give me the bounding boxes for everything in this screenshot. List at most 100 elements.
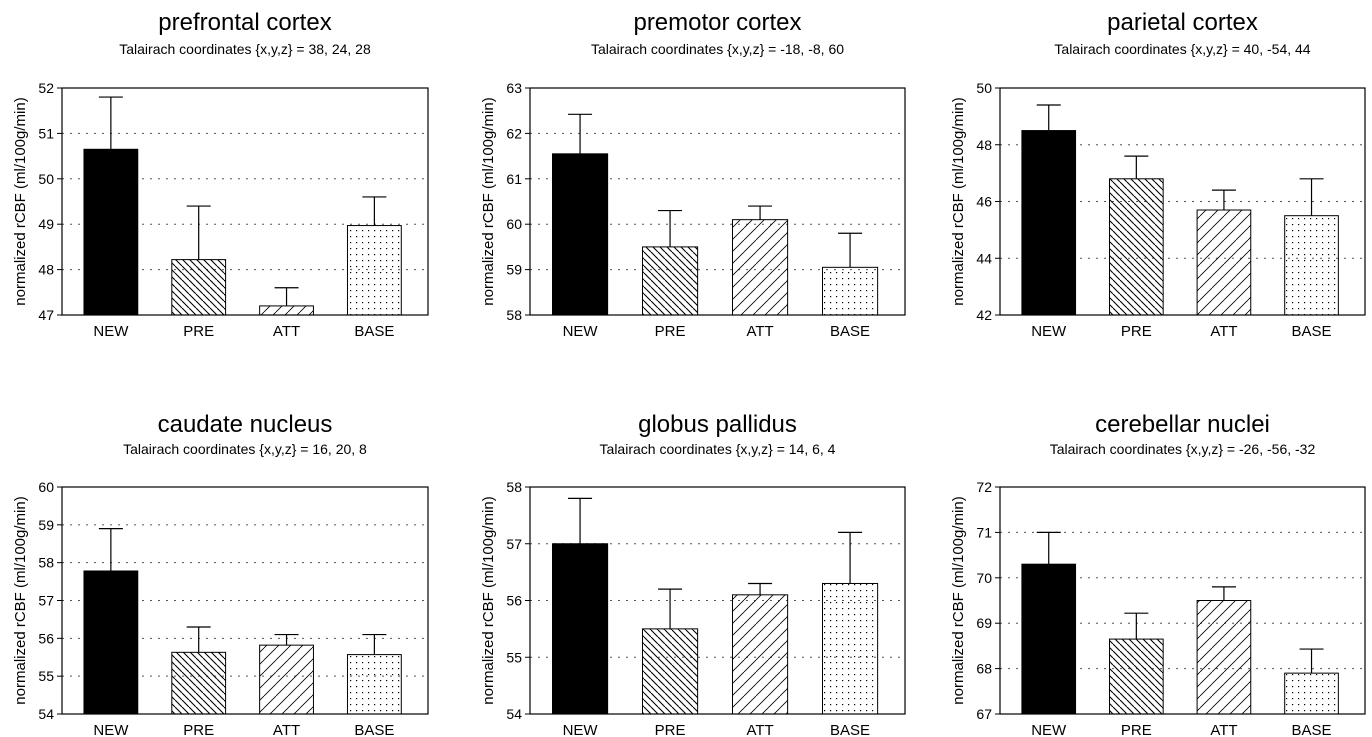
y-tick-label: 56 <box>38 630 54 646</box>
y-tick-label: 50 <box>38 171 54 187</box>
bar-pre <box>1109 178 1164 316</box>
category-label: PRE <box>183 323 214 340</box>
y-tick-label: 57 <box>506 536 522 552</box>
y-tick-label: 70 <box>976 570 992 586</box>
chart-subtitle: Talairach coordinates {x,y,z} = 16, 20, … <box>123 441 367 457</box>
chart-panel: globus pallidus Talairach coordinates {x,… <box>480 411 906 737</box>
category-label: BASE <box>354 722 394 737</box>
category-label: ATT <box>746 323 773 340</box>
y-tick-label: 44 <box>976 250 992 266</box>
y-tick-label: 51 <box>38 125 54 141</box>
bar-att <box>1196 209 1252 316</box>
y-tick-label: 58 <box>38 555 54 571</box>
bar-new <box>1021 563 1077 715</box>
bar-base <box>346 654 402 715</box>
y-tick-label: 56 <box>506 593 522 609</box>
bar-att <box>259 305 314 316</box>
y-tick-label: 62 <box>506 125 522 141</box>
bar-att <box>1196 600 1252 715</box>
bar-pre <box>171 651 227 715</box>
y-tick-label: 46 <box>976 194 992 210</box>
category-label: NEW <box>93 323 129 340</box>
y-axis-label: normalized rCBF (ml/100g/min) <box>12 97 29 305</box>
plot-frame <box>529 87 906 316</box>
category-label: ATT <box>273 323 300 340</box>
chart-panel: prefrontal cortex Talairach coordinates {… <box>12 9 429 340</box>
category-label: BASE <box>1292 323 1332 340</box>
y-tick-label: 48 <box>38 262 54 278</box>
y-tick-label: 48 <box>976 137 992 153</box>
y-tick-label: 55 <box>506 649 522 665</box>
category-label: PRE <box>1121 323 1152 340</box>
bar-new <box>83 148 139 316</box>
y-tick-label: 71 <box>976 524 992 540</box>
bar-pre <box>171 259 227 316</box>
category-label: PRE <box>183 722 214 737</box>
bar-pre <box>642 246 699 316</box>
y-tick-label: 59 <box>506 262 522 278</box>
y-tick-label: 54 <box>506 706 522 722</box>
y-tick-label: 54 <box>38 706 54 722</box>
plot-frame <box>999 486 1366 715</box>
bar-att <box>732 219 789 316</box>
chart-subtitle: Talairach coordinates {x,y,z} = 38, 24, … <box>119 41 371 57</box>
bar-new <box>552 543 609 715</box>
y-tick-label: 52 <box>38 80 54 96</box>
category-label: NEW <box>1031 323 1067 340</box>
y-axis-label: normalized rCBF (ml/100g/min) <box>950 496 967 704</box>
category-label: NEW <box>1031 722 1067 737</box>
category-label: PRE <box>655 323 686 340</box>
bar-att <box>732 594 789 715</box>
y-tick-label: 59 <box>38 517 54 533</box>
bar-att <box>259 644 314 715</box>
chart-panel: cerebellar nuclei Talairach coordinates {… <box>950 411 1366 737</box>
bar-base <box>822 266 879 316</box>
chart-title: parietal cortex <box>1107 9 1258 36</box>
chart-subtitle: Talairach coordinates {x,y,z} = -26, -56… <box>1050 441 1316 457</box>
category-label: BASE <box>830 722 870 737</box>
category-label: BASE <box>354 323 394 340</box>
category-label: NEW <box>563 722 599 737</box>
category-label: NEW <box>93 722 129 737</box>
bar-pre <box>642 628 699 715</box>
y-tick-label: 68 <box>976 661 992 677</box>
y-tick-label: 60 <box>506 216 522 232</box>
category-label: ATT <box>1210 323 1237 340</box>
chart-panel: premotor cortex Talairach coordinates {x,… <box>480 9 906 340</box>
category-label: BASE <box>1292 722 1332 737</box>
y-tick-label: 49 <box>38 216 54 232</box>
y-axis-label: normalized rCBF (ml/100g/min) <box>12 496 29 704</box>
y-tick-label: 69 <box>976 615 992 631</box>
bar-base <box>346 225 402 316</box>
chart-title: prefrontal cortex <box>158 9 331 36</box>
bar-base <box>822 582 879 715</box>
y-tick-label: 58 <box>506 479 522 495</box>
chart-panel: parietal cortex Talairach coordinates {x,… <box>950 9 1366 340</box>
y-tick-label: 72 <box>976 479 992 495</box>
bar-base <box>1284 215 1339 316</box>
y-axis-label: normalized rCBF (ml/100g/min) <box>480 97 497 305</box>
y-axis-label: normalized rCBF (ml/100g/min) <box>950 97 967 305</box>
bar-new <box>1021 130 1077 316</box>
chart-subtitle: Talairach coordinates {x,y,z} = 40, -54,… <box>1054 41 1310 57</box>
y-tick-label: 55 <box>38 668 54 684</box>
bar-base <box>1284 672 1339 715</box>
category-label: BASE <box>830 323 870 340</box>
y-tick-label: 67 <box>976 706 992 722</box>
y-tick-label: 60 <box>38 479 54 495</box>
bar-new <box>83 570 139 715</box>
plot-frame <box>61 87 429 316</box>
y-tick-label: 57 <box>38 593 54 609</box>
y-tick-label: 58 <box>506 307 522 323</box>
chart-title: globus pallidus <box>638 411 797 438</box>
bar-pre <box>1109 638 1164 715</box>
y-tick-label: 63 <box>506 80 522 96</box>
chart-subtitle: Talairach coordinates {x,y,z} = 14, 6, 4 <box>600 441 836 457</box>
chart-panel: caudate nucleus Talairach coordinates {x,… <box>12 411 429 737</box>
chart-subtitle: Talairach coordinates {x,y,z} = -18, -8,… <box>591 41 844 57</box>
chart-title: premotor cortex <box>633 9 801 36</box>
bar-new <box>552 153 609 316</box>
category-label: PRE <box>1121 722 1152 737</box>
category-label: ATT <box>1210 722 1237 737</box>
